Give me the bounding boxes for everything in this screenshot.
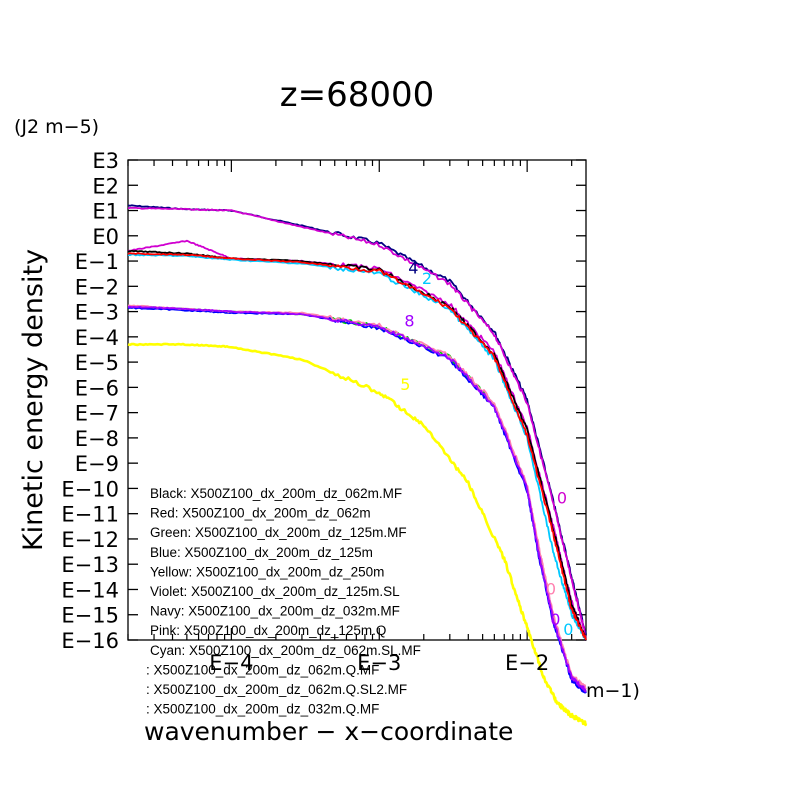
y-tick-label: E−15	[61, 604, 119, 628]
legend-entry: Yellow: X500Z100_dx_200m_dz_250m	[150, 564, 384, 579]
x-axis-label: wavenumber − x−coordinate	[144, 717, 513, 746]
y-tick-label: E−13	[61, 553, 119, 577]
curve-label: 0	[550, 610, 560, 629]
legend-entry: Violet: X500Z100_dx_200m_dz_125m.SL	[150, 584, 400, 599]
legend-entry: Cyan: X500Z100_dx_200m_dz_062m.SL.MF	[150, 643, 421, 658]
series-line	[127, 342, 588, 727]
legend-entry: Navy: X500Z100_dx_200m_dz_032m.MF	[150, 604, 400, 619]
series-line	[127, 305, 587, 693]
legend-entry: : X500Z100_dx_200m_dz_062m.Q.SL2.MF	[146, 682, 407, 697]
y-tick-label: E−1	[75, 250, 119, 274]
y-tick-label: E−16	[61, 629, 119, 653]
curve-label: 0	[563, 620, 573, 639]
y-tick-label: E−7	[75, 402, 119, 426]
y-tick-label: E−6	[75, 376, 119, 400]
y-tick-label: E3	[92, 149, 119, 173]
curve-label: 8	[404, 312, 414, 331]
curve-label: 4	[408, 259, 418, 278]
legend: Black: X500Z100_dx_200m_dz_062m.MF Red: X…	[146, 486, 421, 717]
y-tick-label: E2	[92, 174, 119, 198]
x-tick-label: E−4	[209, 651, 253, 675]
x-unit-fragment: m−1)	[586, 680, 640, 702]
curve-label: 5	[400, 375, 410, 394]
y-tick-label: E0	[92, 225, 119, 249]
curve-label: 0	[546, 580, 556, 599]
y-tick-label: E−14	[61, 578, 119, 602]
y-tick-label: E−11	[61, 503, 119, 527]
curve-label: 0	[557, 489, 567, 508]
y-tick-label: E−10	[61, 477, 119, 501]
plot-frame	[127, 159, 587, 641]
y-tick-labels: E3E2E1E0E−1E−2E−3E−4E−5E−6E−7E−8E−9E−10E…	[61, 149, 119, 653]
y-tick-label: E−3	[75, 301, 119, 325]
x-tick-label: E−2	[505, 651, 549, 675]
y-tick-label: E−8	[75, 427, 119, 451]
y-tick-label: E−4	[75, 326, 119, 350]
y-tick-label: E1	[92, 200, 119, 224]
legend-entry: Red: X500Z100_dx_200m_dz_062m	[150, 506, 371, 521]
x-tick-label: E−3	[357, 651, 401, 675]
x-tick-labels: E−4 E−3 E−2	[209, 651, 549, 675]
series-line	[127, 252, 587, 641]
series-line	[127, 239, 587, 641]
series-line	[128, 253, 587, 641]
legend-entry: Blue: X500Z100_dx_200m_dz_125m	[150, 545, 373, 560]
series-line	[127, 206, 587, 638]
y-axis-label: Kinetic energy density	[18, 249, 49, 551]
series-layer	[127, 204, 588, 727]
legend-entry: : X500Z100_dx_200m_dz_062m.Q.MF	[146, 662, 379, 677]
y-tick-label: E−12	[61, 528, 119, 552]
legend-entry: Pink: X500Z100_dx_200m_dz_125m.Q	[150, 623, 386, 638]
y-tick-label: E−9	[75, 452, 119, 476]
units-label: (J2 m−5)	[14, 116, 99, 138]
chart-title: z=68000	[280, 75, 435, 115]
legend-entry: Green: X500Z100_dx_200m_dz_125m.MF	[150, 525, 407, 540]
y-tick-label: E−5	[75, 351, 119, 375]
y-tick-label: E−2	[75, 275, 119, 299]
legend-entry: : X500Z100_dx_200m_dz_032m.Q.MF	[146, 702, 379, 717]
curve-label: 2	[422, 269, 432, 288]
legend-entry: Black: X500Z100_dx_200m_dz_062m.MF	[150, 486, 402, 501]
